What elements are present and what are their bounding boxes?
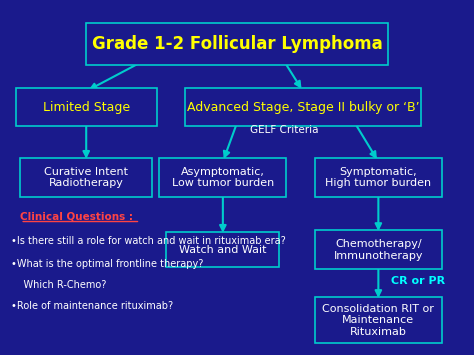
FancyBboxPatch shape: [185, 88, 421, 126]
Text: Consolidation RIT or
Maintenance
Rituximab: Consolidation RIT or Maintenance Rituxim…: [322, 304, 434, 337]
FancyBboxPatch shape: [315, 230, 442, 269]
Text: Clinical Questions :: Clinical Questions :: [20, 211, 133, 221]
Text: Grade 1-2 Follicular Lymphoma: Grade 1-2 Follicular Lymphoma: [91, 35, 383, 53]
Text: Watch and Wait: Watch and Wait: [179, 245, 266, 255]
Text: Chemotherapy/
Immunotherapy: Chemotherapy/ Immunotherapy: [334, 239, 423, 261]
Text: Limited Stage: Limited Stage: [43, 100, 130, 114]
Text: Which R-Chemo?: Which R-Chemo?: [11, 280, 106, 290]
FancyBboxPatch shape: [16, 88, 157, 126]
FancyBboxPatch shape: [315, 158, 442, 197]
Text: Asymptomatic,
Low tumor burden: Asymptomatic, Low tumor burden: [172, 167, 274, 188]
Text: CR or PR: CR or PR: [392, 277, 446, 286]
FancyBboxPatch shape: [20, 158, 152, 197]
FancyBboxPatch shape: [166, 232, 279, 267]
Text: Advanced Stage, Stage II bulky or ‘B’: Advanced Stage, Stage II bulky or ‘B’: [187, 100, 419, 114]
Text: •What is the optimal frontline therapy?: •What is the optimal frontline therapy?: [11, 259, 203, 269]
Text: Curative Intent
Radiotherapy: Curative Intent Radiotherapy: [44, 167, 128, 188]
Text: GELF Criteria: GELF Criteria: [250, 125, 319, 135]
Text: Symptomatic,
High tumor burden: Symptomatic, High tumor burden: [325, 167, 431, 188]
FancyBboxPatch shape: [315, 297, 442, 343]
Text: •Is there still a role for watch and wait in rituximab era?: •Is there still a role for watch and wai…: [11, 236, 285, 246]
Text: •Role of maintenance rituximab?: •Role of maintenance rituximab?: [11, 301, 173, 311]
FancyBboxPatch shape: [159, 158, 286, 197]
FancyBboxPatch shape: [86, 22, 388, 65]
